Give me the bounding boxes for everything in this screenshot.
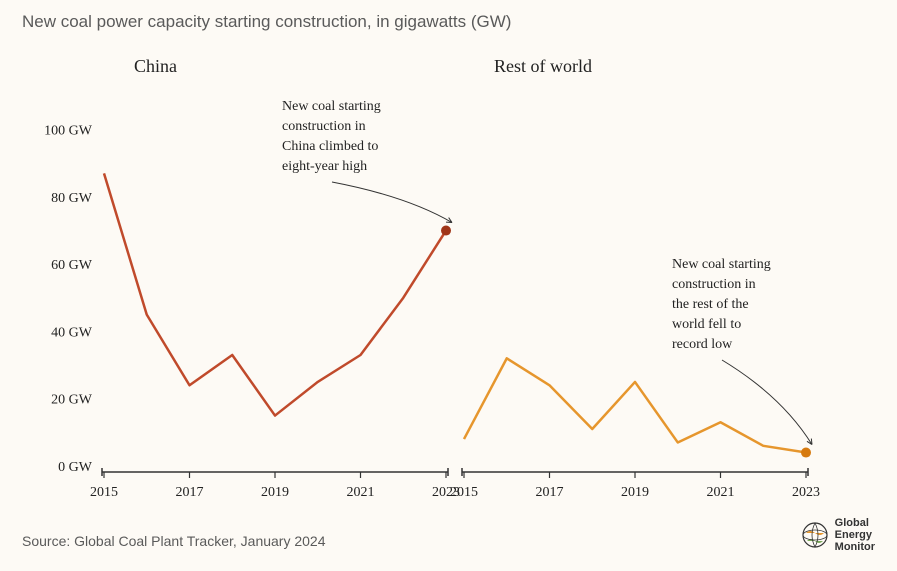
svg-text:record low: record low	[672, 337, 733, 352]
svg-text:2021: 2021	[347, 485, 375, 500]
logo-line3: Monitor	[835, 541, 875, 553]
svg-text:2017: 2017	[536, 485, 564, 500]
svg-text:world fell to: world fell to	[672, 317, 741, 332]
svg-text:the rest of the: the rest of the	[672, 297, 749, 312]
svg-text:60 GW: 60 GW	[51, 258, 93, 273]
chart-area: 0 GW 20 GW 40 GW 60 GW 80 GW 100 GW China 2015 2…	[22, 50, 875, 511]
svg-text:eight-year high: eight-year high	[282, 159, 367, 174]
svg-text:2019: 2019	[621, 485, 649, 500]
svg-text:0 GW: 0 GW	[58, 460, 93, 475]
svg-text:2019: 2019	[261, 485, 289, 500]
svg-text:80 GW: 80 GW	[51, 191, 93, 206]
svg-text:New coal starting: New coal starting	[282, 99, 381, 114]
svg-text:100 GW: 100 GW	[44, 124, 93, 139]
svg-text:2015: 2015	[450, 485, 478, 500]
logo: Global Energy Monitor	[801, 517, 875, 553]
source-text: Source: Global Coal Plant Tracker, Janua…	[22, 533, 326, 549]
svg-text:China climbed to: China climbed to	[282, 139, 378, 154]
logo-line2: Energy	[835, 529, 875, 541]
svg-text:2021: 2021	[707, 485, 735, 500]
svg-text:China: China	[134, 56, 177, 76]
svg-text:2023: 2023	[792, 485, 820, 500]
svg-text:2015: 2015	[90, 485, 118, 500]
svg-text:New coal starting: New coal starting	[672, 257, 771, 272]
logo-line1: Global	[835, 517, 875, 529]
globe-icon	[801, 521, 829, 549]
svg-text:40 GW: 40 GW	[51, 325, 93, 340]
svg-text:20 GW: 20 GW	[51, 393, 93, 408]
svg-text:construction in: construction in	[282, 119, 366, 134]
svg-text:2017: 2017	[176, 485, 204, 500]
chart-title: New coal power capacity starting constru…	[22, 12, 511, 32]
svg-text:Rest of world: Rest of world	[494, 56, 592, 76]
chart-svg: 0 GW 20 GW 40 GW 60 GW 80 GW 100 GW China 2015 2…	[22, 50, 875, 511]
svg-text:construction in: construction in	[672, 277, 756, 292]
logo-text: Global Energy Monitor	[835, 517, 875, 553]
